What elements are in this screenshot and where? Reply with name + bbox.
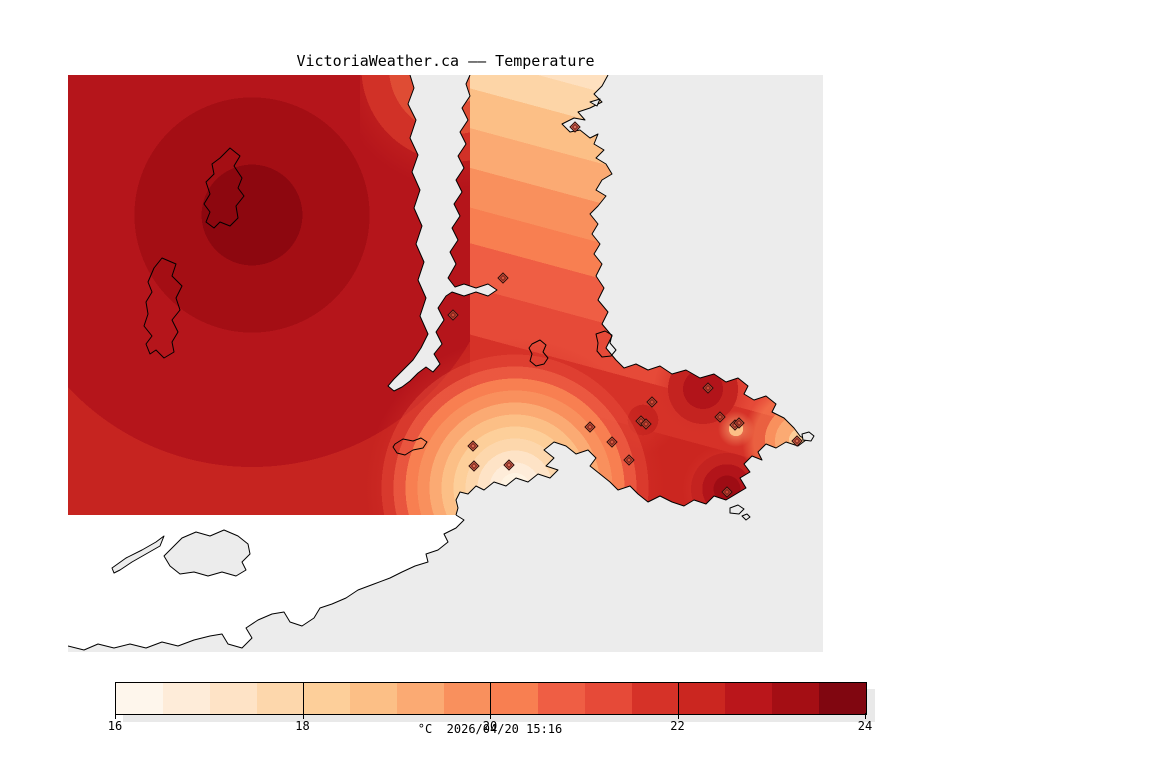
colorbar-cell: [256, 683, 304, 714]
colorbar-tick-label: 18: [295, 719, 310, 733]
colorbar-tick-label: 24: [857, 719, 873, 733]
units-timestamp: °C 2026/04/20 15:16: [418, 722, 563, 736]
colorbar-cell: [444, 683, 491, 714]
station-marker-inner: [469, 442, 477, 450]
station-marker: [640, 418, 652, 430]
colorbar-tick-mark: [490, 682, 491, 719]
station-marker-inner: [470, 462, 478, 470]
station-marker-inner: [505, 461, 513, 469]
colorbar-cell: [631, 683, 679, 714]
units-label: °C: [417, 722, 433, 736]
station-marker-inner: [571, 123, 579, 131]
colorbar-cell: [584, 683, 632, 714]
station-marker: [623, 454, 635, 466]
colorbar-tick-label: 20: [482, 719, 498, 733]
station-marker: [646, 396, 658, 408]
colorbar-tick-mark: [302, 682, 304, 719]
station-marker-inner: [608, 438, 616, 446]
station-marker-inner: [735, 419, 743, 427]
harbour-waters: [111, 529, 251, 577]
colorbar-scale: [115, 682, 867, 715]
colorbar-cell: [209, 683, 257, 714]
colorbar-cell: [303, 683, 351, 714]
station-marker: [503, 459, 515, 471]
figure-title: VictoriaWeather.ca —— Temperature: [296, 52, 595, 70]
station-marker: [468, 460, 480, 472]
colorbar-cell: [397, 683, 445, 714]
timestamp: 2026/04/20 15:16: [446, 722, 563, 736]
temperature-contour-map: [68, 75, 823, 652]
station-marker-inner: [449, 311, 457, 319]
colorbar-cell: [491, 683, 538, 714]
station-marker-inner: [793, 437, 801, 445]
station-marker: [447, 309, 459, 321]
spacer: [432, 722, 446, 736]
station-marker: [791, 435, 803, 447]
colorbar-tick-mark: [865, 713, 866, 719]
colorbar-tick-mark: [115, 713, 116, 719]
colorbar-tick-label: 16: [107, 719, 123, 733]
colorbar-cell: [162, 683, 210, 714]
station-marker-inner: [716, 413, 724, 421]
colorbar-tick-label: 22: [670, 719, 685, 733]
station-marker: [467, 440, 479, 452]
map-canvas: [68, 75, 823, 652]
station-marker: [606, 436, 618, 448]
station-marker-inner: [723, 488, 731, 496]
colorbar-cell: [725, 683, 773, 714]
station-marker-inner: [642, 420, 650, 428]
station-marker: [721, 486, 733, 498]
coastline: [68, 75, 807, 651]
colorbar-cell: [678, 683, 726, 714]
station-marker-inner: [648, 398, 656, 406]
station-marker-inner: [704, 384, 712, 392]
colorbar-cell: [350, 683, 398, 714]
station-marker: [497, 272, 509, 284]
islet-outlines: [589, 98, 815, 521]
colorbar-cell: [116, 683, 163, 714]
colorbar: 16 18 20 22 24: [108, 682, 872, 732]
station-marker-inner: [499, 274, 507, 282]
station-marker: [733, 417, 745, 429]
colorbar-cell: [819, 683, 866, 714]
station-marker: [714, 411, 726, 423]
lake-outlines: [143, 147, 617, 456]
nodata-land: [68, 515, 464, 650]
station-marker-inner: [625, 456, 633, 464]
station-markers: [447, 121, 803, 498]
station-marker: [569, 121, 581, 133]
station-marker-inner: [586, 423, 594, 431]
colorbar-cell: [772, 683, 820, 714]
station-marker: [584, 421, 596, 433]
colorbar-tick-mark: [677, 682, 679, 719]
colorbar-cell: [537, 683, 585, 714]
station-marker: [702, 382, 714, 394]
